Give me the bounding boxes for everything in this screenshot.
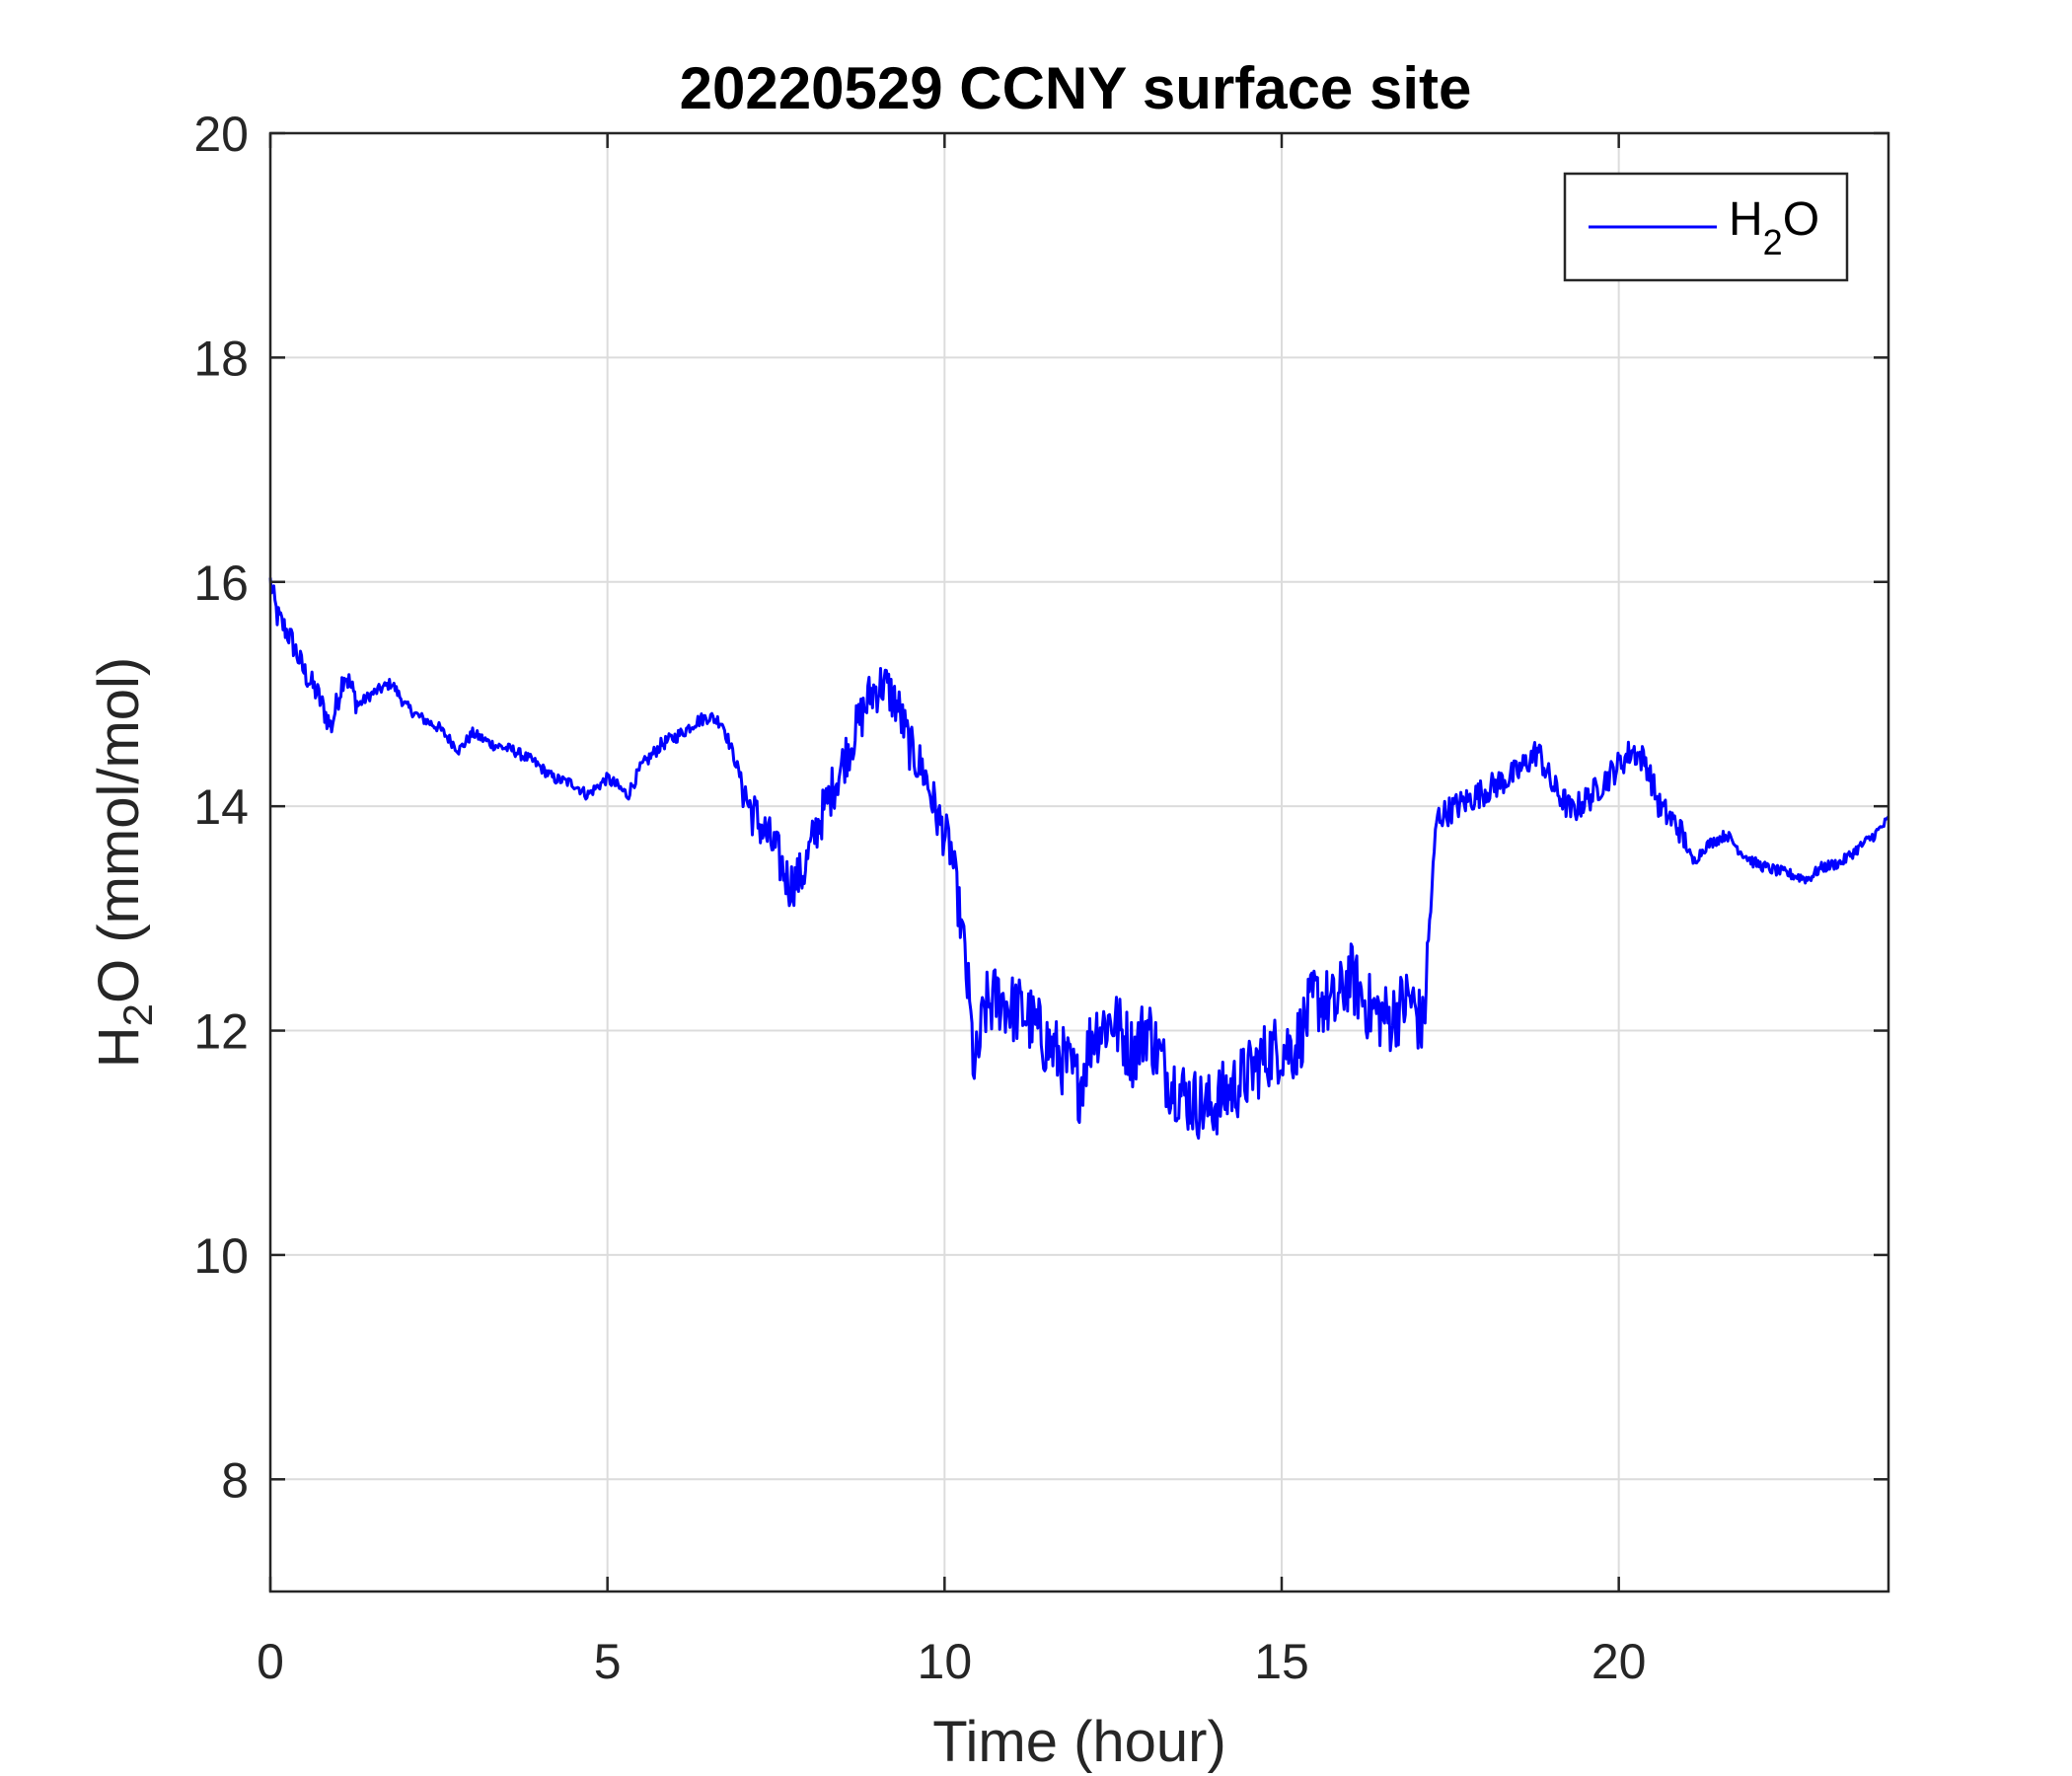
y-tick-label: 16 [193, 555, 249, 611]
x-tick-label: 20 [1591, 1634, 1647, 1689]
y-tick-label: 10 [193, 1228, 249, 1284]
y-tick-label: 12 [193, 1004, 249, 1060]
legend-entry-main: H [1729, 193, 1763, 246]
x-axis-label: Time (hour) [932, 1710, 1226, 1774]
y-axis-label-subscript: 2 [114, 1003, 161, 1026]
y-axis-label: H2O (mmol/mol) [87, 657, 161, 1068]
x-tick-label: 10 [918, 1634, 973, 1689]
plot-frame [268, 131, 1890, 1593]
y-tick-labels: 8 10 12 14 16 18 20 [193, 107, 249, 1508]
legend-entry-rest: O [1783, 193, 1819, 246]
y-axis-label-rest: O (mmol/mol) [87, 657, 151, 1003]
plot-background [270, 133, 1888, 1591]
x-tick-label: 0 [257, 1634, 284, 1689]
legend-entry-h2o: H2O [1729, 193, 1819, 262]
chart-title: 20220529 CCNY surface site [680, 55, 1472, 121]
y-tick-label: 20 [193, 107, 249, 162]
y-tick-label: 18 [193, 331, 249, 386]
y-tick-label: 8 [221, 1452, 249, 1508]
series-line-h2o [268, 577, 1890, 1141]
x-tick-labels: 0 5 10 15 20 [257, 1634, 1646, 1689]
plot-area [268, 131, 1890, 1593]
y-axis-label-main: H [87, 1026, 151, 1068]
y-tick-label: 14 [193, 779, 249, 835]
legend-entry-subscript: 2 [1763, 222, 1783, 262]
legend: H2O [1563, 172, 1849, 282]
x-tick-label: 15 [1254, 1634, 1309, 1689]
x-tick-label: 5 [594, 1634, 622, 1689]
grid-layer [270, 133, 1888, 1591]
